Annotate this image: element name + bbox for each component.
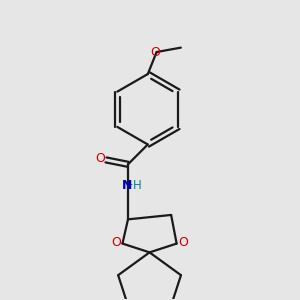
Text: O: O (151, 46, 160, 59)
Text: N: N (122, 179, 132, 192)
Text: H: H (132, 179, 141, 192)
Text: O: O (111, 236, 121, 249)
Text: ·: · (130, 180, 134, 190)
Text: O: O (178, 236, 188, 249)
Text: O: O (95, 152, 105, 165)
